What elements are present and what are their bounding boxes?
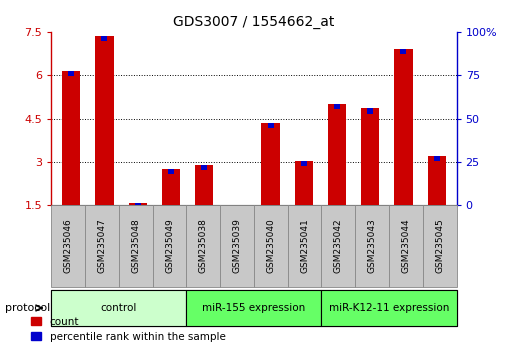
Bar: [427, 156, 446, 205]
Text: GSM235038: GSM235038: [199, 218, 208, 274]
Bar: [95, 36, 113, 205]
Bar: [433, 156, 440, 161]
Bar: [195, 165, 213, 205]
Text: GSM235042: GSM235042: [334, 219, 343, 273]
Text: GSM235043: GSM235043: [368, 219, 377, 273]
Bar: [367, 108, 373, 114]
Bar: [268, 123, 273, 128]
Text: GSM235045: GSM235045: [435, 219, 444, 273]
Bar: [294, 160, 313, 205]
Text: miR-K12-11 expression: miR-K12-11 expression: [329, 303, 449, 313]
Bar: [301, 160, 307, 166]
Bar: [394, 49, 412, 205]
Legend: count, percentile rank within the sample: count, percentile rank within the sample: [31, 316, 226, 342]
Bar: [328, 104, 346, 205]
Text: GSM235040: GSM235040: [266, 219, 275, 273]
Bar: [135, 203, 141, 205]
Bar: [334, 104, 340, 109]
Bar: [401, 49, 406, 55]
Bar: [129, 203, 147, 205]
Bar: [102, 36, 107, 41]
Text: GSM235048: GSM235048: [131, 219, 140, 273]
Text: GSM235044: GSM235044: [401, 219, 410, 273]
Text: GSM235049: GSM235049: [165, 219, 174, 273]
Text: control: control: [101, 303, 137, 313]
Text: GSM235041: GSM235041: [300, 219, 309, 273]
Bar: [62, 71, 81, 205]
Title: GDS3007 / 1554662_at: GDS3007 / 1554662_at: [173, 16, 334, 29]
Bar: [262, 123, 280, 205]
Bar: [201, 165, 207, 170]
Text: protocol: protocol: [5, 303, 50, 313]
Text: GSM235046: GSM235046: [64, 219, 73, 273]
Bar: [162, 169, 180, 205]
Text: GSM235047: GSM235047: [97, 219, 107, 273]
Bar: [361, 108, 379, 205]
Text: miR-155 expression: miR-155 expression: [202, 303, 306, 313]
Bar: [168, 169, 174, 175]
Text: GSM235039: GSM235039: [232, 218, 242, 274]
Bar: [68, 71, 74, 76]
